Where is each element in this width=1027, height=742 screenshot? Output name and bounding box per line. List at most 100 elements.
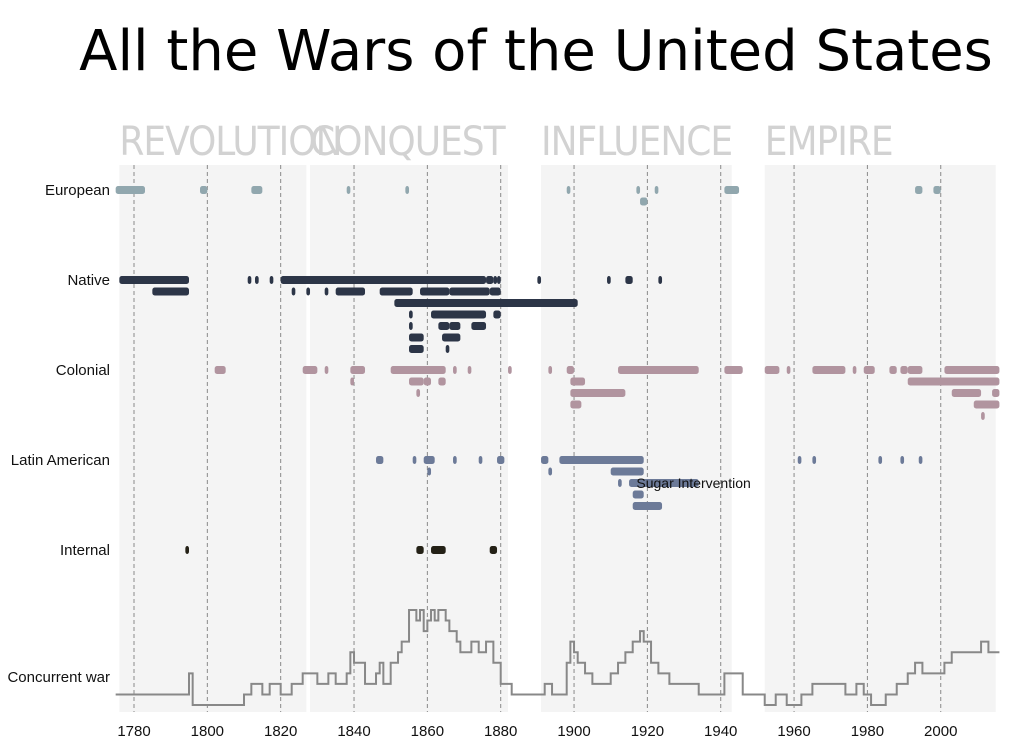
era-label-empire: EMPIRE: [765, 119, 893, 165]
war-bar-native: [291, 287, 296, 296]
war-bar-native: [438, 322, 450, 330]
war-bar-colonial: [214, 366, 226, 374]
tick-label-1960: 1960: [777, 723, 810, 740]
war-bar-native: [445, 345, 450, 353]
war-bars: [115, 186, 1000, 554]
war-bar-native: [409, 345, 424, 353]
category-label-native: Native: [67, 272, 110, 289]
war-bar-native: [537, 276, 542, 284]
war-bar-native: [420, 287, 450, 296]
category-label-colonial: Colonial: [56, 362, 110, 379]
war-bar-native: [255, 276, 259, 284]
war-bar-latin-american: [900, 456, 905, 464]
war-bar-latin-american: [618, 479, 622, 487]
war-bar-native: [119, 276, 190, 284]
war-bar-native: [280, 276, 487, 284]
war-bar-european: [251, 186, 263, 194]
war-bar-native: [625, 276, 633, 284]
tick-label-2000: 2000: [924, 723, 957, 740]
war-bar-colonial: [907, 366, 923, 374]
war-bar-european: [654, 186, 659, 194]
war-bar-colonial: [350, 366, 366, 374]
concurrent-war-label: Concurrent war: [7, 669, 110, 686]
war-bar-colonial: [416, 389, 421, 397]
war-bar-latin-american: [610, 467, 644, 476]
war-bar-european: [933, 186, 941, 194]
war-bar-colonial: [324, 366, 329, 374]
war-bar-colonial: [992, 389, 1000, 397]
era-label-conquest: CONQUEST: [310, 119, 507, 165]
war-bar-latin-american: [812, 456, 817, 464]
era-band-empire: [764, 165, 996, 712]
war-bar-colonial: [889, 366, 897, 374]
war-bar-colonial: [764, 366, 780, 374]
war-bar-native: [497, 276, 501, 284]
war-bar-native: [409, 322, 413, 330]
war-bar-colonial: [944, 366, 1000, 374]
war-bar-latin-american: [629, 479, 699, 487]
tick-label-1940: 1940: [704, 723, 737, 740]
war-bar-colonial: [570, 400, 582, 409]
war-bar-european: [636, 186, 641, 194]
tick-label-1860: 1860: [411, 723, 444, 740]
war-bar-native: [493, 276, 498, 284]
war-bar-colonial: [973, 400, 1000, 409]
war-bar-colonial: [508, 366, 512, 374]
year-gridlines: [133, 165, 942, 712]
war-bar-native: [442, 333, 461, 342]
tick-label-1980: 1980: [851, 723, 884, 740]
tick-label-1820: 1820: [264, 723, 297, 740]
war-bar-colonial: [907, 377, 1000, 386]
category-labels: European Native Colonial Latin American Inte…: [11, 182, 110, 559]
war-bar-colonial: [951, 389, 982, 397]
war-bar-latin-american: [412, 456, 417, 464]
war-bar-colonial: [812, 366, 846, 374]
era-backgrounds: [119, 165, 996, 712]
tick-label-1780: 1780: [117, 723, 150, 740]
war-bar-latin-american: [918, 456, 923, 464]
war-bar-native: [449, 287, 490, 296]
category-label-internal: Internal: [60, 542, 110, 559]
war-bar-colonial: [570, 377, 586, 386]
war-bar-latin-american: [478, 456, 483, 464]
war-bar-colonial: [852, 366, 857, 374]
war-bar-colonial: [863, 366, 875, 374]
war-bar-native: [335, 287, 366, 296]
war-bar-colonial: [548, 366, 553, 374]
war-bar-latin-american: [427, 467, 432, 476]
war-bar-european: [200, 186, 208, 194]
war-bar-native: [409, 333, 424, 342]
war-bar-colonial: [566, 366, 575, 374]
war-bar-native: [152, 287, 190, 296]
war-bar-colonial: [423, 377, 432, 386]
war-bar-latin-american: [632, 490, 644, 499]
tick-label-1880: 1880: [484, 723, 517, 740]
war-bar-european: [115, 186, 146, 194]
war-bar-latin-american: [376, 456, 384, 464]
war-bar-latin-american: [497, 456, 505, 464]
war-bar-latin-american: [548, 467, 553, 476]
war-bar-native: [269, 276, 274, 284]
era-band-revolution: [119, 165, 307, 712]
war-bar-european: [566, 186, 571, 194]
war-bar-native: [607, 276, 611, 284]
era-band-influence: [541, 165, 732, 712]
war-bar-native: [658, 276, 663, 284]
war-bar-native: [486, 276, 494, 284]
war-bar-latin-american: [632, 502, 663, 510]
tick-label-1900: 1900: [557, 723, 590, 740]
war-bar-latin-american: [541, 456, 549, 464]
war-bar-native: [471, 322, 487, 330]
concurrent-war-line: Concurrent war: [7, 609, 1000, 706]
war-bar-colonial: [467, 366, 472, 374]
x-axis-ticks: 1780 1800 1820 1840 1860 1880 1900 1920 1940 1960…: [117, 723, 957, 740]
war-bar-latin-american: [559, 456, 644, 464]
war-bar-native: [247, 276, 252, 284]
war-bar-native: [306, 287, 311, 296]
war-bar-colonial: [618, 366, 699, 374]
war-bar-colonial: [350, 377, 355, 386]
concurrent-war-series: [115, 609, 1000, 706]
war-bar-colonial: [409, 377, 424, 386]
war-bar-native: [409, 310, 413, 319]
war-bar-native: [431, 310, 487, 319]
